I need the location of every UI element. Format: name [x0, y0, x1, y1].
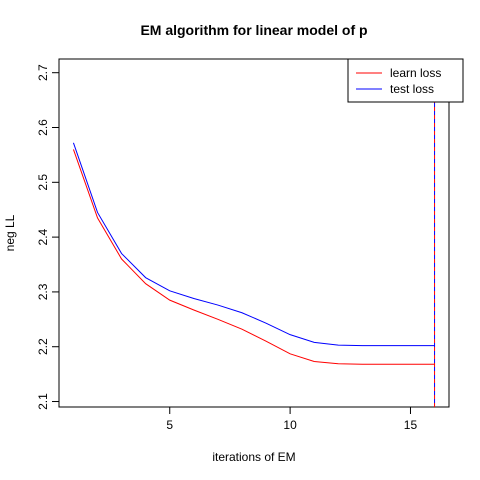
series-line-test-loss [72, 142, 435, 347]
y-axis-label: neg LL [3, 214, 17, 251]
y-tick-label: 2.3 [36, 283, 50, 300]
plot-frame [58, 58, 450, 408]
legend-label-test-loss: test loss [390, 82, 434, 96]
y-tick-label: 2.7 [36, 64, 50, 81]
x-axis: 5 10 15 [166, 407, 417, 432]
legend: learn loss test loss [347, 58, 464, 103]
y-tick-label: 2.1 [36, 393, 50, 410]
x-axis-label: iterations of EM [212, 450, 295, 464]
x-tick-label: 10 [283, 418, 297, 432]
chart-title: EM algorithm for linear model of p [140, 22, 367, 38]
y-tick-label: 2.5 [36, 174, 50, 191]
y-tick-label: 2.6 [36, 119, 50, 136]
y-tick-label: 2.4 [36, 228, 50, 245]
series-layer [72, 142, 435, 365]
y-tick-label: 2.2 [36, 338, 50, 355]
series-line-learn-loss [72, 149, 435, 365]
x-tick-label: 15 [404, 418, 418, 432]
legend-box [347, 58, 464, 103]
legend-label-learn-loss: learn loss [390, 66, 441, 80]
x-tick-label: 5 [166, 418, 173, 432]
y-axis: 2.1 2.2 2.3 2.4 2.5 2.6 2.7 [36, 64, 59, 410]
